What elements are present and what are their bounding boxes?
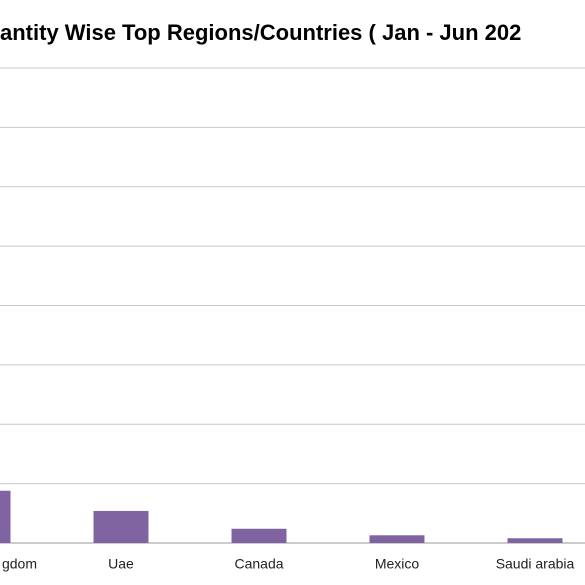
chart-title: antity Wise Top Regions/Countries ( Jan … <box>0 20 521 45</box>
x-tick-label: Uae <box>108 556 134 572</box>
bar <box>0 490 11 543</box>
x-tick-label: Canada <box>234 556 283 572</box>
x-tick-label: Saudi arabia <box>496 556 575 572</box>
x-tick-label: Mexico <box>375 556 420 572</box>
bar <box>507 538 563 543</box>
bar <box>369 535 425 543</box>
bar <box>93 510 149 543</box>
x-tick-label: gdom <box>2 556 37 572</box>
bar <box>231 528 287 543</box>
